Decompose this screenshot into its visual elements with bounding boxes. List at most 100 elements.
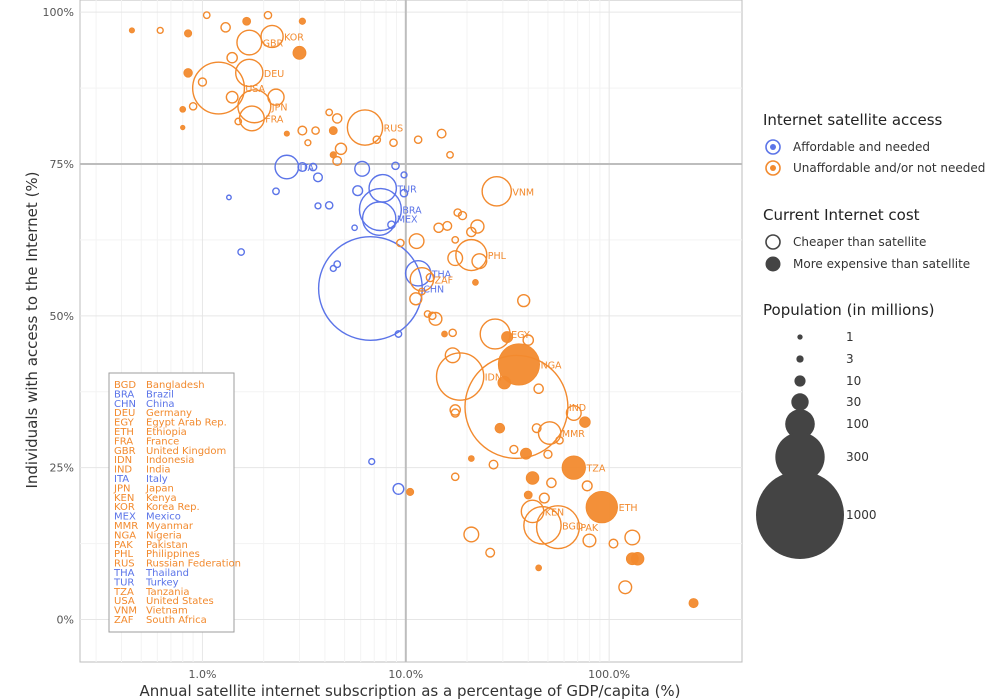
point-label-tur: TUR bbox=[396, 184, 417, 195]
point bbox=[417, 287, 426, 296]
point bbox=[392, 482, 405, 495]
key-code: ITA bbox=[114, 474, 129, 485]
key-name: Kenya bbox=[146, 493, 177, 504]
key-code: PHL bbox=[114, 549, 134, 560]
point bbox=[314, 202, 322, 210]
key-name: Mexico bbox=[146, 512, 181, 523]
point bbox=[582, 533, 597, 548]
key-name: Indonesia bbox=[146, 455, 194, 466]
legend-cost-label: Cheaper than satellite bbox=[793, 235, 926, 249]
key-code: NGA bbox=[114, 530, 136, 541]
key-name: Nigeria bbox=[146, 530, 182, 541]
legend-access-items: Affordable and needed Unaffordable and/or… bbox=[765, 139, 985, 176]
key-name: France bbox=[146, 436, 179, 447]
point bbox=[312, 172, 324, 183]
point-rus bbox=[346, 109, 384, 146]
legend-pop-swatch bbox=[797, 334, 803, 340]
point-phl bbox=[455, 238, 488, 272]
legend-pop-label: 100 bbox=[846, 417, 869, 431]
point-label-jpn: JPN bbox=[271, 102, 288, 113]
point-label-gbr: GBR bbox=[263, 39, 284, 50]
point bbox=[535, 564, 542, 572]
point-label-vnm: VNM bbox=[512, 187, 534, 198]
point-ken bbox=[520, 499, 545, 524]
point bbox=[368, 457, 376, 466]
point-label-nga: NGA bbox=[541, 360, 562, 371]
point bbox=[501, 331, 514, 344]
point bbox=[523, 490, 533, 500]
point bbox=[202, 11, 211, 20]
point bbox=[272, 187, 280, 196]
legend-access-swatch bbox=[765, 160, 781, 176]
point bbox=[263, 10, 273, 20]
point bbox=[538, 492, 550, 504]
point bbox=[283, 130, 290, 137]
key-name: South Africa bbox=[146, 615, 207, 626]
legend-population-items: 1 3 10 30 100 300 1000 bbox=[756, 330, 877, 559]
point-tza bbox=[561, 455, 586, 480]
point bbox=[226, 51, 238, 64]
legend-pop-swatch bbox=[775, 432, 825, 482]
key-code: ETH bbox=[114, 427, 134, 438]
point bbox=[324, 200, 334, 210]
point bbox=[423, 310, 432, 318]
key-name: India bbox=[146, 465, 171, 476]
point-label-fra: FRA bbox=[265, 114, 284, 125]
point bbox=[308, 162, 318, 172]
key-name: Ethiopia bbox=[146, 427, 187, 438]
point bbox=[334, 142, 348, 156]
point bbox=[413, 135, 423, 145]
point-label-eth: ETH bbox=[619, 503, 638, 514]
y-tick-label: 25% bbox=[50, 462, 74, 475]
point bbox=[448, 328, 458, 338]
point bbox=[497, 375, 512, 390]
legend-access-swatch-dot bbox=[770, 144, 776, 150]
point-kor bbox=[260, 24, 284, 49]
key-name: Germany bbox=[146, 408, 192, 419]
point bbox=[522, 334, 535, 346]
point-label-ind: IND bbox=[569, 403, 586, 414]
point-labels: BGD BRA CHN DEU EGY ETH FRA GBR IDN IND ITA JPN KEN K… bbox=[245, 32, 637, 534]
point-label-egy: EGY bbox=[511, 330, 530, 341]
point bbox=[488, 459, 499, 470]
point-label-usa: USA bbox=[245, 84, 265, 95]
point bbox=[436, 128, 447, 139]
point bbox=[466, 226, 477, 238]
point bbox=[311, 126, 320, 135]
point-nga bbox=[497, 343, 541, 386]
key-code: TUR bbox=[113, 577, 134, 588]
key-code: MMR bbox=[114, 521, 138, 532]
point bbox=[444, 347, 461, 364]
y-tick-label: 50% bbox=[50, 310, 74, 323]
point bbox=[509, 444, 519, 455]
key-name: Korea Rep. bbox=[146, 502, 200, 513]
point bbox=[425, 272, 436, 283]
point bbox=[184, 29, 193, 38]
point bbox=[449, 404, 462, 416]
point bbox=[520, 447, 532, 460]
point bbox=[292, 45, 307, 60]
axis-ticks: 1.0% 10.0% 100.0% 0% 25% 50% 75% 100% bbox=[43, 6, 631, 681]
point bbox=[399, 188, 409, 198]
country-code-key: BGD Bangladesh BRA Brazil CHN China DEU Germany… bbox=[108, 372, 241, 633]
point bbox=[180, 124, 186, 131]
point bbox=[333, 260, 342, 269]
point bbox=[624, 529, 641, 546]
key-name: Italy bbox=[146, 474, 168, 485]
y-tick-label: 100% bbox=[43, 6, 74, 19]
key-code: IDN bbox=[114, 455, 132, 466]
key-code: TZA bbox=[113, 587, 134, 598]
key-name: Philippines bbox=[146, 549, 200, 560]
point-label-idn: IDN bbox=[485, 373, 502, 384]
key-name: Brazil bbox=[146, 389, 174, 400]
point-label-pak: PAK bbox=[580, 523, 599, 534]
point bbox=[179, 105, 187, 113]
legend-pop-swatch bbox=[756, 471, 844, 559]
point bbox=[197, 77, 208, 87]
key-name: Vietnam bbox=[146, 606, 188, 617]
key-name: Bangladesh bbox=[146, 380, 205, 391]
point bbox=[128, 27, 135, 34]
point-gbr bbox=[236, 29, 263, 56]
legend-pop-label: 30 bbox=[846, 395, 861, 409]
point-label-phl: PHL bbox=[488, 251, 507, 262]
